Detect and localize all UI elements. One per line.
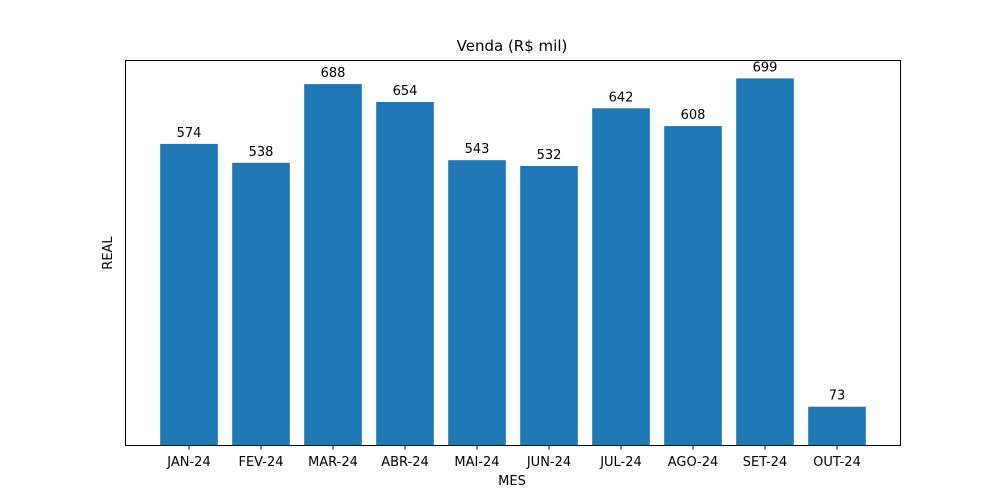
x-tick-label-fev-24: FEV-24 bbox=[238, 455, 283, 470]
bar-out-24 bbox=[808, 406, 866, 445]
bar-mar-24 bbox=[304, 84, 362, 445]
data-label-ago-24: 608 bbox=[681, 108, 706, 123]
x-tick-label-set-24: SET-24 bbox=[743, 455, 787, 470]
x-tick-label-out-24: OUT-24 bbox=[813, 455, 861, 470]
bar-jan-24 bbox=[160, 143, 218, 445]
chart-title: Venda (R$ mil) bbox=[457, 37, 568, 55]
x-axis-label: MES bbox=[498, 474, 526, 489]
x-tick-label-mai-24: MAI-24 bbox=[454, 455, 499, 470]
bar-jul-24 bbox=[592, 108, 650, 446]
x-tick-label-mar-24: MAR-24 bbox=[308, 455, 358, 470]
data-label-out-24: 73 bbox=[829, 389, 846, 404]
data-label-jul-24: 642 bbox=[609, 90, 634, 105]
bar-fev-24 bbox=[232, 162, 290, 446]
bar-set-24 bbox=[736, 78, 794, 446]
x-tick-label-jan-24: JAN-24 bbox=[166, 455, 210, 470]
data-label-set-24: 699 bbox=[753, 60, 778, 75]
bar-jun-24 bbox=[520, 166, 578, 445]
data-label-mai-24: 543 bbox=[465, 142, 490, 157]
bars-layer: 574 538 688 654 543 532 642 608 699 73 bbox=[160, 60, 866, 446]
y-axis-label: REAL bbox=[101, 236, 116, 270]
x-tick-label-jul-24: JUL-24 bbox=[599, 455, 642, 470]
x-ticks-layer: JAN-24 FEV-24 MAR-24 ABR-24 MAI-24 JUN-24 JUL-… bbox=[166, 445, 861, 470]
x-tick-label-ago-24: AGO-24 bbox=[668, 455, 719, 470]
plot-frame bbox=[125, 60, 901, 446]
data-label-mar-24: 688 bbox=[321, 66, 346, 81]
x-tick-label-jun-24: JUN-24 bbox=[526, 455, 571, 470]
x-tick-label-abr-24: ABR-24 bbox=[381, 455, 429, 470]
bar-abr-24 bbox=[376, 102, 434, 445]
data-label-abr-24: 654 bbox=[393, 84, 418, 99]
bar-ago-24 bbox=[664, 126, 722, 445]
data-label-fev-24: 538 bbox=[249, 145, 274, 160]
data-label-jun-24: 532 bbox=[537, 148, 562, 163]
data-label-jan-24: 574 bbox=[177, 126, 202, 141]
bar-mai-24 bbox=[448, 160, 506, 445]
